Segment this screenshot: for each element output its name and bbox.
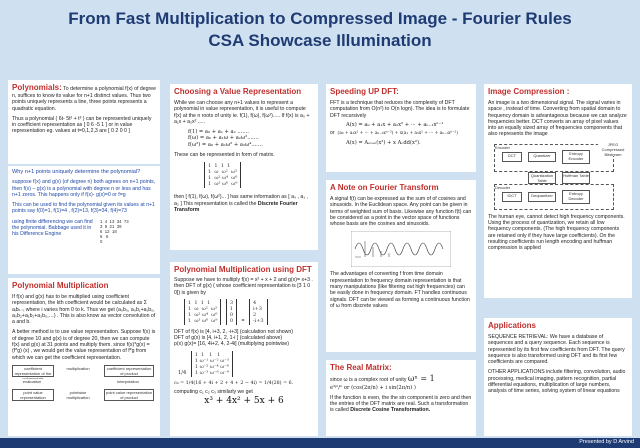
- entropy-decoder-box: Entropy Decoder: [562, 189, 590, 204]
- poly-mult-panel: Polynomial Multiplication If f(x) and g(…: [8, 278, 160, 436]
- dft-result-1: i+3: [252, 305, 262, 312]
- huffman-table-box: Huffman Table: [562, 171, 590, 184]
- image-compression-text-1: An image is a two dimensional signal. Th…: [488, 100, 627, 138]
- n-plus-one-panel: Why n+1 points uniquely determine the po…: [8, 166, 160, 274]
- poly-dft-text-4: p(x) g(x)= [16, 4i+2, 4, 2-4i] (multiply…: [174, 341, 290, 348]
- flow-pointwise-label: pointwise multiplication: [58, 389, 98, 400]
- value-rep-eq-2: f(ω²) = a₀ + a₁ω² + a₂ω⁴.......: [188, 141, 263, 148]
- n-plus-one-text-3: using finite differencing we can find th…: [12, 218, 93, 238]
- difference-table: 1 4 13 34 73 3 9 21 39 6 12 18 6 6 0: [100, 218, 129, 244]
- quant-table-box: Quantization Table: [528, 171, 556, 184]
- signal-waveform-image: [351, 231, 451, 268]
- polynomials-heading: Polynomials:: [12, 83, 62, 92]
- poly-mult-text-1: If f(x) and g(x) has to be multiplied us…: [12, 294, 156, 326]
- flow-mult-label: multiplication: [58, 365, 98, 372]
- decoder-label: Decoder: [495, 184, 511, 190]
- flow-eval-label: evaluation: [12, 378, 52, 385]
- fourier-note-heading: A Note on Fourier Transform: [330, 183, 439, 192]
- polynomials-text-2: Thus a polynomial ( 6t- 5t² + t³ ) can b…: [12, 115, 152, 135]
- speedup-eq-2: (a₀ + a₂x² + ··· + aₙ₋₂xⁿ⁻²) + x(a₁ + a₃…: [337, 131, 458, 137]
- fourier-note-panel: A Note on Fourier Transform A signal f(t…: [326, 180, 476, 352]
- poly-mult-text-2: A better method is to use value represen…: [12, 329, 156, 361]
- dequantizer-box: Dequantizer: [528, 191, 556, 202]
- image-compression-panel: Image Compression : An image is a two di…: [484, 84, 632, 298]
- poly-dft-heading: Polynomial Multiplication using DFT: [174, 265, 312, 274]
- dft-result-3: -i+3: [252, 317, 264, 324]
- flow-coeff-product-box: coefficient representation of product: [104, 364, 154, 377]
- flow-coeff-box: coefficient representation of the polyno…: [12, 364, 54, 381]
- speedup-eq-1: A(x) = a₀ + a₁x + a₂x² + ··· + aₙ₋₁xⁿ⁻¹: [346, 121, 444, 128]
- value-rep-panel: Choosing a Value Representation While we…: [170, 84, 318, 250]
- speedup-heading: Speeding UP DFT:: [330, 87, 399, 96]
- real-matrix-text-1: since ω is a complex root of unity: [330, 377, 407, 383]
- poster-title: From Fast Multiplication to Compressed I…: [0, 8, 640, 52]
- applications-text-2: OTHER APPLICATIONS include filtering, co…: [488, 369, 626, 395]
- real-matrix-eq-2: e²ᵖⁱ/ⁿ or (cos(2π/n) + i sin(2π/n) ): [330, 385, 416, 392]
- speedup-or: or: [330, 130, 335, 137]
- poly-mult-heading: Polynomial Multiplication: [12, 281, 109, 290]
- poly-dft-text-1: Suppose we have to multiply f(x) = x² + …: [174, 277, 313, 296]
- jpeg-diagram: Encoder DCT Quantizer Entropy Encoder JP…: [488, 141, 628, 210]
- applications-panel: Applications SEQUENCE RETRIEVAL: We have…: [484, 318, 632, 436]
- n-plus-one-text-2: This can be used to find the polynomial …: [12, 202, 155, 215]
- real-matrix-panel: The Real Matrix: since ω is a complex ro…: [326, 360, 476, 436]
- dct-box: DCT: [502, 151, 522, 162]
- fourier-note-text-2: The advantages of converting f from time…: [330, 271, 470, 309]
- n-plus-one-text-1: suppose f(x) and g(x) (of degree n) both…: [12, 179, 156, 198]
- dft-result-2: 2: [252, 311, 257, 318]
- dct-term: Discrete Cosine Transformation.: [350, 407, 431, 414]
- value-rep-text-3: then [ f(1), f(ω), f(ω²)... ] has same i…: [174, 194, 308, 207]
- encoder-label: Encoder: [495, 144, 510, 150]
- value-rep-eq-1: f(ω) = a₀ + a₁ω + a₂ω².......: [188, 135, 259, 142]
- real-matrix-heading: The Real Matrix:: [330, 363, 392, 372]
- idct-box: IDCT: [502, 191, 522, 202]
- polynomials-panel: Polynomials: To determine a polynomial f…: [8, 80, 160, 164]
- footer-credit: Presented by D Arvind: [579, 439, 634, 445]
- value-rep-text-2: These can be represented in form of matr…: [174, 152, 275, 159]
- footer-bar: [0, 438, 640, 448]
- poly-dft-final: x³ + 4x² + 5x + 6: [204, 396, 284, 407]
- poly-dft-panel: Polynomial Multiplication using DFT Supp…: [170, 262, 318, 436]
- real-matrix-eq-1: ωⁿ = 1: [407, 374, 435, 383]
- value-rep-heading: Choosing a Value Representation: [174, 87, 302, 96]
- value-rep-eq-0: f(1) = a₀ + a₁ + a₂ .......: [188, 129, 249, 136]
- title-line-1: From Fast Multiplication to Compressed I…: [68, 9, 572, 28]
- flow-point-box: point value representation: [12, 388, 54, 401]
- speedup-eq-3: A(x) = Aₑᵥₑₙ(x²) + x Aₒdd(x²).: [346, 140, 421, 147]
- poly-dft-eq: c₀ = 1/4(16 + 4i + 2 + 4 + 2 − 4i) = 1/4…: [174, 380, 294, 386]
- flow-point-product-box: point value representation of product: [104, 388, 154, 401]
- speedup-text-1: FFT is a technique that reduces the comp…: [330, 100, 470, 119]
- poly-dft-text-3: DFT of g(x) is [4, i+1, 2, 1-i ] (calcul…: [174, 335, 283, 342]
- poly-dft-text-2: DFT of f(x) is [4, i+3, 2, -i+3] (calcul…: [174, 328, 293, 335]
- value-rep-text-1: While we can choose any n+1 values to re…: [174, 100, 310, 125]
- jpeg-bitstream-label: JPEG Compressed Bitstream: [598, 141, 628, 157]
- dft-result-0: 4: [252, 299, 257, 306]
- title-line-2: CSA Showcase Illumination: [208, 31, 432, 50]
- quantizer-box: Quantizer: [528, 151, 556, 162]
- image-compression-text-2: The human eye, cannot detect high freque…: [488, 213, 625, 252]
- applications-text-1: SEQUENCE RETRIEVAL: We have a database o…: [488, 334, 625, 366]
- multiplication-flow-diagram: coefficient representation of the polyno…: [12, 364, 156, 403]
- real-matrix-text-2: If the function is even, the the sin com…: [330, 394, 472, 414]
- poly-dft-text-5: computing c₁ c₂ c₃ similarly we get: [174, 389, 253, 396]
- fourier-note-text-1: A signal f(t) can be expressed as the su…: [330, 196, 472, 228]
- n-plus-one-question: Why n+1 points uniquely determine the po…: [12, 169, 141, 175]
- entropy-encoder-box: Entropy Encoder: [562, 149, 590, 164]
- image-compression-heading: Image Compression :: [488, 87, 570, 96]
- polynomials-text-1: To determine a polynomial f(x) of degree…: [12, 86, 157, 112]
- flow-interp-label: interpolation: [104, 378, 152, 385]
- applications-heading: Applications: [488, 321, 537, 330]
- dft-term: Discrete Fourier Transform: [174, 200, 298, 213]
- speedup-panel: Speeding UP DFT: FFT is a technique that…: [326, 84, 476, 172]
